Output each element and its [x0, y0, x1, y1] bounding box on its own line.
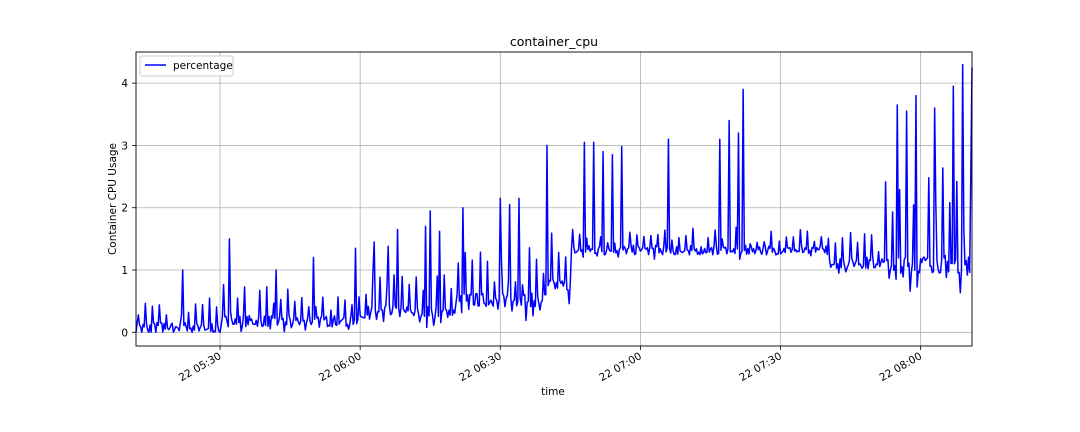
chart-title: container_cpu — [510, 34, 598, 49]
y-tick-label: 2 — [121, 203, 128, 215]
plot-frame — [135, 51, 973, 347]
data-series — [135, 63, 973, 334]
y-tick-label: 0 — [121, 327, 128, 339]
x-axis-title: time — [541, 386, 565, 398]
y-tick-label: 4 — [121, 78, 128, 90]
y-tick-label: 1 — [121, 265, 128, 277]
x-tick-label: 22 07:00 — [597, 350, 644, 384]
x-tick-label: 22 07:30 — [737, 350, 784, 384]
series-line-percentage — [135, 63, 973, 334]
x-tick-label: 22 06:30 — [457, 350, 504, 384]
grid-lines — [136, 52, 972, 346]
x-tick-label: 22 08:00 — [877, 350, 924, 384]
legend-label: percentage — [173, 60, 233, 72]
y-axis-title: Container CPU Usage — [107, 143, 119, 255]
y-tick-label: 3 — [121, 140, 128, 152]
legend-box — [139, 55, 234, 77]
x-tick-label: 22 06:00 — [317, 350, 364, 384]
x-tick-label: 22 05:30 — [177, 350, 224, 384]
axis-ticks: 0 1 2 3 4 22 05:30 22 06:00 22 06:30 22 07:00 22 … — [121, 78, 924, 384]
legend: percentage — [139, 55, 234, 77]
